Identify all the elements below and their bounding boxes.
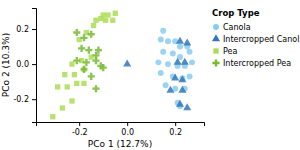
point	[171, 74, 179, 81]
legend-label: Canola	[223, 23, 251, 32]
point	[158, 70, 164, 76]
tick-label: -0.2	[13, 95, 29, 104]
point	[80, 66, 87, 73]
point	[101, 12, 106, 17]
point	[187, 49, 193, 55]
point	[78, 45, 85, 52]
point	[113, 11, 118, 16]
legend-label: Intercropped Canola	[223, 35, 300, 44]
tick: 0.0	[16, 60, 36, 69]
series	[155, 28, 195, 109]
point	[189, 59, 195, 65]
point	[187, 73, 193, 79]
tick-mark	[127, 122, 128, 126]
y-axis-title: PCo 2 (10.3%)	[1, 33, 11, 97]
axis-line	[32, 9, 37, 123]
legend-symbol	[213, 48, 218, 53]
chart: -0.2 0.0 0.2 -0.2 0.0 0.2 PCo 1 (12.7%) PCo 2 (…	[0, 0, 300, 150]
point	[60, 105, 65, 110]
point	[81, 67, 86, 72]
series	[50, 11, 118, 120]
series	[123, 37, 191, 111]
point	[158, 37, 164, 43]
tick: -0.2	[13, 95, 36, 104]
legend-symbol	[213, 24, 219, 30]
tick-mark	[175, 122, 176, 126]
tick: 0.0	[121, 122, 134, 137]
point	[91, 23, 96, 28]
tick-mark	[32, 29, 36, 30]
legend-title: Crop Type	[212, 8, 260, 18]
point	[176, 100, 184, 107]
point	[183, 38, 191, 45]
series	[73, 29, 106, 92]
tick: -0.2	[72, 122, 88, 137]
point	[165, 61, 171, 67]
point	[81, 81, 86, 86]
tick-mark	[32, 64, 36, 65]
point	[165, 38, 171, 44]
point	[178, 75, 186, 82]
point	[88, 31, 95, 38]
point	[92, 85, 99, 92]
point	[181, 58, 189, 65]
x-axis-title: PCo 1 (12.7%)	[88, 139, 152, 149]
point	[178, 86, 186, 93]
point	[69, 61, 74, 66]
legend-symbol	[212, 59, 219, 66]
point	[69, 98, 74, 103]
point	[83, 59, 90, 66]
tick-label: 0.0	[16, 60, 29, 69]
point	[183, 103, 191, 110]
point	[92, 52, 99, 59]
point	[50, 114, 55, 119]
point	[166, 86, 174, 93]
point	[123, 59, 131, 66]
point	[103, 18, 108, 23]
point	[170, 51, 176, 57]
point	[73, 57, 80, 64]
tick: 0.2	[16, 25, 36, 34]
tick-label: 0.2	[16, 25, 29, 34]
point	[174, 58, 182, 65]
tick-label: -0.2	[72, 128, 88, 137]
point	[160, 49, 166, 55]
legend-label: Intercropped Pea	[223, 59, 291, 68]
point	[72, 72, 77, 77]
point	[110, 18, 115, 23]
point	[93, 18, 98, 23]
point	[163, 82, 169, 88]
point	[73, 29, 80, 36]
point	[160, 28, 166, 34]
point	[176, 37, 184, 44]
point	[85, 47, 92, 54]
tick-label: 0.2	[169, 128, 182, 137]
point	[74, 81, 79, 86]
legend-symbol	[212, 34, 220, 41]
point	[55, 84, 60, 89]
legend: Crop Type Canola Intercropped Canola Pea Int…	[212, 8, 300, 68]
tick: 0.2	[169, 122, 182, 137]
point	[97, 62, 104, 69]
tick-mark	[79, 122, 80, 126]
point	[62, 72, 67, 77]
x-axis: -0.2 0.0 0.2	[37, 122, 205, 137]
point	[65, 84, 70, 89]
plot-area	[50, 11, 195, 120]
axis-line	[37, 123, 205, 127]
y-axis: -0.2 0.0 0.2	[13, 9, 36, 123]
point	[105, 12, 110, 17]
point	[177, 44, 183, 50]
tick-label: 0.0	[121, 128, 134, 137]
point	[80, 34, 87, 41]
legend-label: Pea	[223, 47, 237, 56]
point	[88, 73, 95, 80]
tick-mark	[32, 99, 36, 100]
point	[155, 59, 161, 65]
